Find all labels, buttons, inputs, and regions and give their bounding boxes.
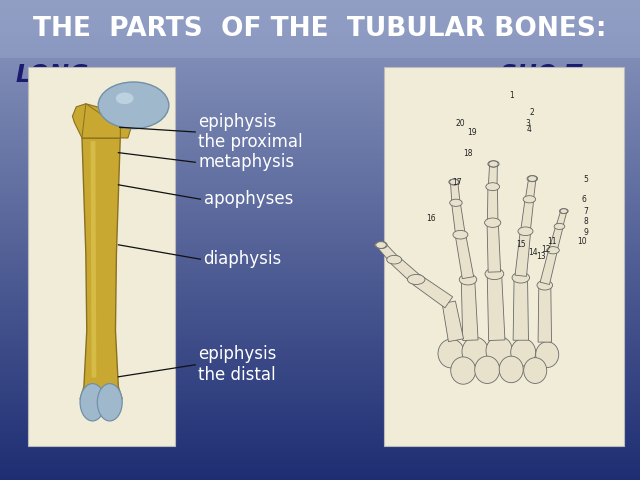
Text: 18: 18 — [463, 149, 472, 158]
Text: apophyses: apophyses — [204, 190, 293, 208]
Polygon shape — [556, 210, 567, 228]
Ellipse shape — [527, 176, 538, 181]
Ellipse shape — [528, 176, 537, 181]
Polygon shape — [521, 199, 534, 232]
Polygon shape — [540, 249, 557, 285]
Bar — [384, 67, 624, 446]
Ellipse shape — [98, 82, 169, 129]
Ellipse shape — [80, 384, 105, 421]
Polygon shape — [91, 141, 97, 377]
Text: 17: 17 — [452, 179, 462, 187]
Ellipse shape — [375, 241, 387, 249]
Ellipse shape — [499, 356, 524, 383]
Ellipse shape — [489, 161, 498, 167]
Polygon shape — [513, 277, 529, 340]
Ellipse shape — [547, 247, 559, 254]
Ellipse shape — [450, 179, 459, 185]
Text: THE  PARTS  OF THE  TUBULAR BONES:: THE PARTS OF THE TUBULAR BONES: — [33, 16, 607, 42]
Text: 15: 15 — [516, 240, 526, 249]
Ellipse shape — [451, 357, 476, 384]
Ellipse shape — [524, 358, 547, 384]
Text: diaphysis: diaphysis — [204, 250, 282, 268]
Polygon shape — [391, 256, 420, 284]
Ellipse shape — [460, 274, 477, 285]
Polygon shape — [413, 275, 452, 308]
Text: epiphysis
the distal: epiphysis the distal — [198, 346, 276, 384]
Polygon shape — [455, 234, 474, 279]
Text: 16: 16 — [426, 214, 436, 223]
Polygon shape — [452, 202, 465, 235]
Text: 10: 10 — [577, 237, 587, 246]
Ellipse shape — [511, 339, 536, 366]
Text: 5: 5 — [583, 175, 588, 183]
Ellipse shape — [486, 183, 500, 191]
Ellipse shape — [475, 356, 500, 384]
Text: 2: 2 — [529, 108, 534, 117]
Polygon shape — [549, 226, 563, 252]
Text: 3: 3 — [525, 119, 531, 128]
Text: LONG: LONG — [15, 63, 88, 87]
Ellipse shape — [518, 227, 533, 236]
Polygon shape — [487, 274, 505, 340]
Ellipse shape — [387, 255, 402, 264]
Text: 7: 7 — [583, 207, 588, 216]
Polygon shape — [451, 182, 460, 203]
Bar — [0, 0, 640, 58]
Polygon shape — [442, 301, 463, 342]
Ellipse shape — [537, 280, 552, 290]
Ellipse shape — [560, 209, 568, 214]
Ellipse shape — [486, 336, 513, 365]
Ellipse shape — [462, 337, 488, 366]
Ellipse shape — [485, 268, 504, 280]
Text: epiphysis
the proximal: epiphysis the proximal — [198, 113, 303, 151]
Polygon shape — [120, 110, 132, 138]
Text: 4: 4 — [527, 125, 532, 134]
Polygon shape — [72, 104, 122, 138]
Polygon shape — [488, 187, 498, 223]
Text: SHO T: SHO T — [500, 63, 581, 87]
Text: 8: 8 — [583, 217, 588, 227]
Ellipse shape — [97, 384, 122, 421]
Polygon shape — [487, 223, 500, 272]
Text: metaphysis: metaphysis — [198, 153, 294, 171]
Polygon shape — [488, 164, 497, 187]
Polygon shape — [378, 242, 398, 263]
Ellipse shape — [554, 223, 564, 229]
Ellipse shape — [449, 179, 460, 185]
Text: 6: 6 — [582, 195, 587, 204]
Ellipse shape — [512, 272, 529, 283]
Text: 9: 9 — [583, 228, 588, 237]
Polygon shape — [515, 231, 531, 276]
Polygon shape — [538, 285, 552, 342]
Text: 20: 20 — [456, 119, 465, 128]
Ellipse shape — [484, 218, 500, 228]
Text: 19: 19 — [467, 128, 476, 137]
Text: 1: 1 — [509, 91, 513, 100]
Text: 11: 11 — [547, 237, 557, 246]
Ellipse shape — [523, 196, 536, 203]
Ellipse shape — [438, 339, 465, 368]
Ellipse shape — [116, 93, 134, 104]
Text: 12: 12 — [541, 245, 551, 254]
Bar — [28, 67, 175, 446]
Ellipse shape — [408, 275, 425, 285]
Polygon shape — [82, 104, 144, 138]
Polygon shape — [80, 138, 122, 399]
Ellipse shape — [559, 209, 568, 214]
Ellipse shape — [450, 199, 462, 206]
Polygon shape — [525, 178, 536, 200]
Ellipse shape — [376, 241, 387, 248]
Text: 13: 13 — [536, 252, 546, 261]
Ellipse shape — [453, 230, 468, 239]
Ellipse shape — [536, 342, 559, 368]
Polygon shape — [461, 279, 478, 340]
Ellipse shape — [488, 161, 499, 167]
Text: 14: 14 — [528, 248, 538, 257]
